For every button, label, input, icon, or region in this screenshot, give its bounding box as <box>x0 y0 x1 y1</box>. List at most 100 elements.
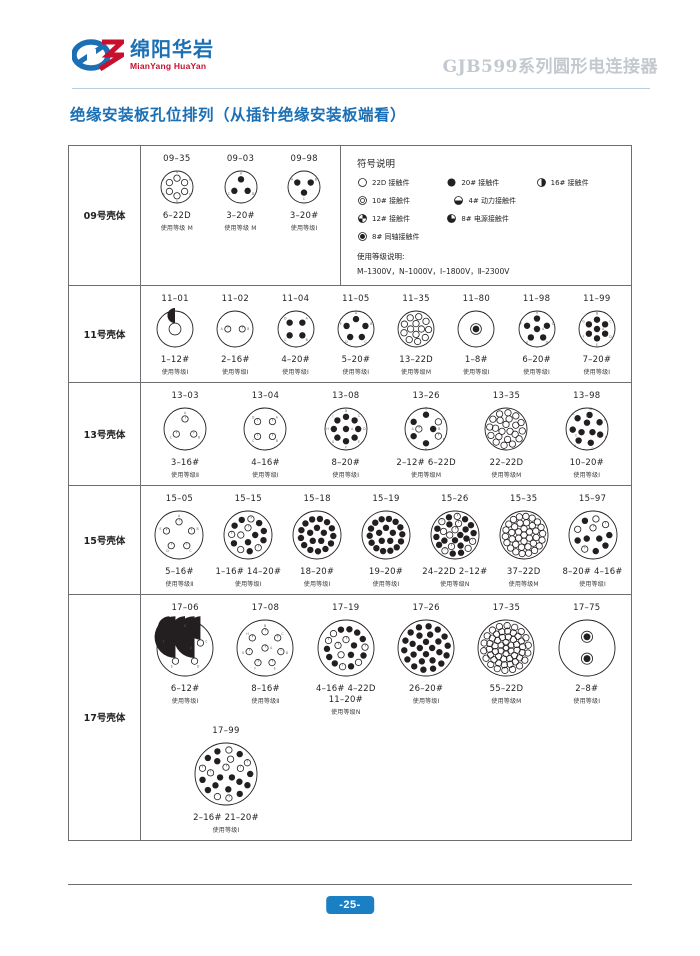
connector-code: 13–08 <box>332 390 360 401</box>
svg-text:C: C <box>284 337 286 341</box>
logo-company-en: MianYang HuaYan <box>130 61 207 72</box>
legend-label: 8# 同轴接触件 <box>372 232 420 241</box>
connector-code: 17–99 <box>212 725 240 736</box>
connector-code: 17–06 <box>171 602 199 613</box>
connector-grade: 使用等级Ⅰ <box>372 580 400 588</box>
connector-spec: 2–16# <box>221 354 250 365</box>
connector-item: 13–08 A B C D E F G H J 8–20# 使用等级Ⅰ <box>306 391 386 479</box>
svg-text:B: B <box>276 439 278 443</box>
connector-spec: 2–16# 21–20# <box>193 812 259 823</box>
legend-label: 10# 接触件 <box>372 196 410 205</box>
svg-text:F: F <box>605 435 607 439</box>
svg-text:B: B <box>184 623 186 627</box>
connector-code: 11–05 <box>342 293 370 304</box>
quarter-pie-circle-icon <box>358 214 367 223</box>
connector-spec: 8–20# 4–16# <box>562 566 623 577</box>
connector-spec: 6–22D <box>162 211 191 221</box>
connector-code: 13–03 <box>171 390 199 401</box>
svg-text:G: G <box>407 437 410 441</box>
connector-grade: 使用等级M <box>411 471 442 479</box>
svg-text:B: B <box>198 435 200 439</box>
svg-text:D: D <box>363 427 366 431</box>
connector-item: 15–35 37–22D 使用等级M <box>489 494 558 588</box>
svg-text:C: C <box>190 548 192 552</box>
connector-grade: 使用等级Ⅰ <box>523 368 551 376</box>
connector-spec: 5–20# <box>341 354 371 365</box>
connector-strip: 11–01 1–12# 使用等级Ⅰ 11–02 A B 2–16# 使用等级Ⅰ 11–04 A B C… <box>145 294 627 376</box>
connector-grade: 使用等级Ⅱ <box>251 697 280 705</box>
page-header: 绵阳华岩 MianYang HuaYan GJB599系列圆形电连接器 <box>0 0 700 92</box>
connector-grade: 使用等级 M <box>224 225 257 232</box>
connector-cell-15: 15–05 A B C D E 5–16# 使用等级Ⅱ 15–15 1–16# 14–20# 使用等… <box>141 486 631 594</box>
legend-label: 16# 接触件 <box>550 178 589 187</box>
svg-text:G: G <box>242 651 245 655</box>
connector-spec: 37–22D <box>506 566 541 577</box>
connector-item: 17–99 2–16# 21–20# 使用等级Ⅰ <box>171 726 281 834</box>
svg-text:A: A <box>586 414 589 418</box>
connector-item: 17–08 A B C D E F G H 8–16# 使用等级Ⅱ <box>225 603 305 705</box>
svg-text:C: C <box>551 322 553 326</box>
table-row-shell-15: 15号壳体 15–05 A B C D E 5–16# 使用等级Ⅱ 15–15 1–16# 14–… <box>69 485 631 595</box>
double-circle-icon <box>358 196 367 205</box>
legend-grid: 22D 接触件 20# 接触件 16# 接触件 10# 接触件 4# 动力接触件 12# … <box>357 177 625 249</box>
svg-text:E: E <box>596 342 598 346</box>
shell-label-15: 15号壳体 <box>69 485 141 594</box>
company-logo: 绵阳华岩 MianYang HuaYan <box>72 36 214 74</box>
footer-divider <box>68 884 632 885</box>
svg-text:F: F <box>163 178 165 182</box>
svg-text:E: E <box>171 664 173 668</box>
connector-grade: 使用等级Ⅰ <box>234 580 262 588</box>
connector-code: 11–04 <box>281 293 310 304</box>
svg-text:A: A <box>412 427 415 431</box>
svg-text:D: D <box>589 407 592 411</box>
svg-text:D: D <box>284 316 287 320</box>
connector-grade: 使用等级N <box>331 708 361 716</box>
connector-code: 17–35 <box>492 602 521 613</box>
svg-text:B: B <box>248 327 250 331</box>
connector-spec: 7–20# <box>582 354 612 365</box>
connector-code: 09–03 <box>226 154 255 164</box>
shell-label-09: 09号壳体 <box>69 146 141 285</box>
connector-grade: 使用等级M <box>491 471 522 479</box>
legend-item: 10# 接触件 <box>357 195 453 206</box>
connector-item: 13–26 A B C D E F G H 2–12# 6–22D 使用等级M <box>386 391 466 479</box>
legend-label: 22D 接触件 <box>372 178 410 187</box>
connector-grade: 使用等级Ⅰ <box>332 471 360 479</box>
connector-cell-17: 17–06 A B C D E F 6–12# 使用等级Ⅰ 17–08 A B C D E F G H 8–16# 使… <box>141 595 631 840</box>
connector-item: 13–35 22–22D 使用等级M <box>466 391 546 479</box>
connector-spec: 4–16# 4–22D <box>316 683 376 694</box>
legend-panel: 符号说明 22D 接触件 20# 接触件 16# 接触件 10# 接触件 4# 动力接触… <box>341 146 631 285</box>
header-series-title: GJB599系列圆形电连接器 <box>442 57 658 77</box>
connector-grade: 使用等级Ⅱ <box>171 471 200 479</box>
svg-text:E: E <box>340 322 342 326</box>
connector-item: 11–01 1–12# 使用等级Ⅰ <box>145 294 205 376</box>
svg-text:D: D <box>286 651 289 655</box>
connector-item: 13–98 A B C D E F G H J K 10–20# 使用等级Ⅰ <box>547 391 627 479</box>
svg-text:J: J <box>331 414 333 418</box>
connector-strip: 15–05 A B C D E 5–16# 使用等级Ⅱ 15–15 1–16# 14–20# 使用等… <box>145 494 627 588</box>
svg-text:B: B <box>315 177 317 181</box>
connector-spec: 4–16# <box>251 457 280 468</box>
legend-label: 20# 接触件 <box>461 178 500 187</box>
svg-text:D: D <box>252 415 255 419</box>
svg-text:F: F <box>582 335 584 339</box>
connector-grade: 使用等级Ⅰ <box>282 368 310 376</box>
svg-text:G: G <box>591 446 594 450</box>
connector-strip: 17–06 A B C D E F 6–12# 使用等级Ⅰ 17–08 A B C D E F G H 8–16# 使… <box>145 603 627 716</box>
svg-text:H: H <box>326 427 329 431</box>
connector-code: 17–08 <box>251 602 280 613</box>
page-title: 绝缘安装板孔位排列（从插针绝缘安装板端看） <box>70 106 407 124</box>
legend-title: 符号说明 <box>357 159 396 170</box>
filled-circle-icon <box>447 178 456 187</box>
svg-text:C: C <box>227 192 229 196</box>
logo-company-cn: 绵阳华岩 <box>130 37 214 62</box>
connector-code: 11–02 <box>221 293 250 304</box>
legend-grade-note: M–1300V，N–1000V，Ⅰ–1800V，Ⅱ–2300V <box>357 266 510 276</box>
svg-text:A: A <box>271 646 274 650</box>
connector-spec-2: 11–20# <box>328 694 363 705</box>
legend-item: 8# 电源接触件 <box>446 213 542 224</box>
svg-text:F: F <box>520 322 522 326</box>
legend-grade-title: 使用等级说明: <box>357 252 405 261</box>
legend-item: 4# 动力接触件 <box>453 195 549 206</box>
svg-text:E: E <box>163 193 165 197</box>
